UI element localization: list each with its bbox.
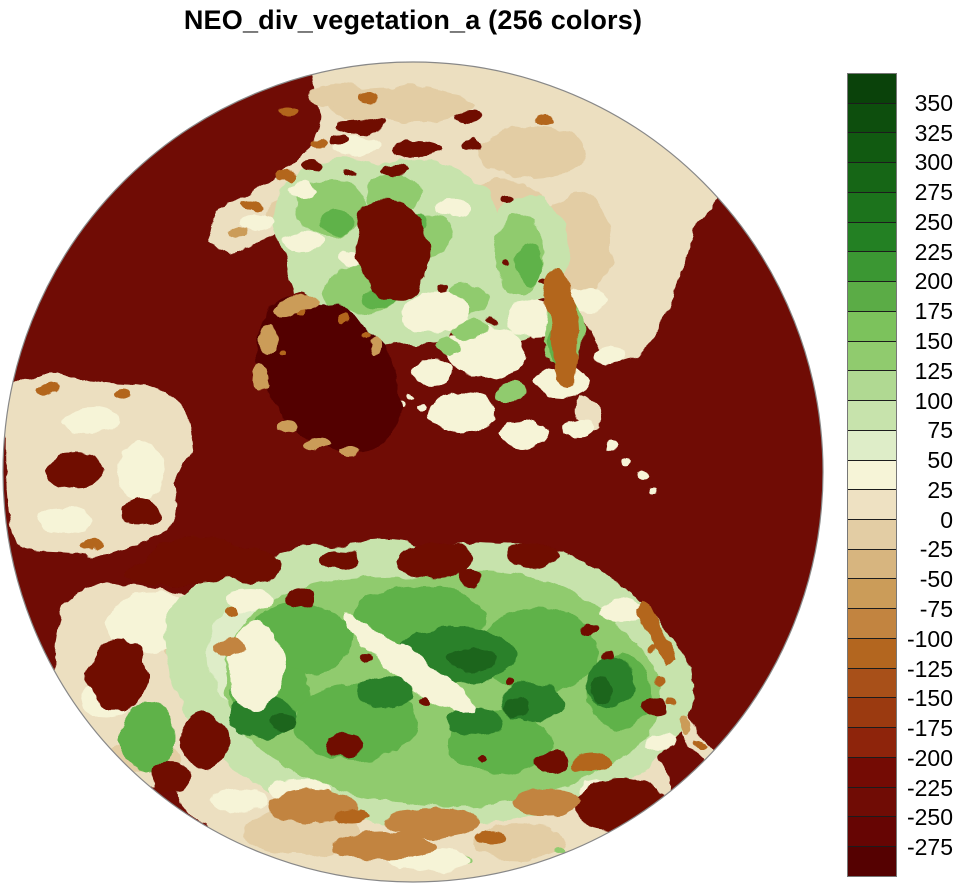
ocean-inlets (48, 111, 668, 834)
land-regions (5, 62, 738, 882)
colorbar-segment (848, 846, 896, 876)
colorbar-segment (848, 162, 896, 192)
colorbar-tick-label: 200 (914, 268, 953, 294)
colorbar-tick-label: 100 (914, 388, 953, 414)
colorbar-tick-label: -250 (906, 804, 953, 830)
colorbar-segment (848, 221, 896, 252)
colorbar-segment (848, 310, 896, 341)
coast-fringe-patches (228, 227, 690, 736)
colorbar-tick-label: -100 (906, 626, 953, 652)
colorbar-segment (848, 489, 896, 520)
colorbar-tick-label: -75 (919, 596, 953, 622)
colorbar-tick-label: -25 (919, 536, 953, 562)
colorbar-segment (848, 519, 896, 549)
colorbar-segment (848, 548, 896, 579)
colorbar-tick-label: 50 (927, 447, 953, 473)
colorbar-segment (848, 756, 896, 787)
colorbar-segment (848, 370, 896, 401)
brown-patches (37, 93, 706, 844)
colorbar-tick-label: 350 (914, 90, 953, 116)
map-clip-group (3, 62, 823, 882)
colorbar-segment (848, 132, 896, 163)
colorbar-tick-label: 275 (914, 179, 953, 205)
colorbar-tick-label: 300 (914, 149, 953, 175)
colorbar-tick-label: -225 (906, 775, 953, 801)
colorbar-tick-label: -175 (906, 715, 953, 741)
main-green-region (120, 540, 693, 828)
colorbar-tick-label: -275 (906, 834, 953, 860)
colorbar-segment (848, 251, 896, 282)
colorbar-tick-label: 0 (940, 507, 953, 533)
colorbar-tick-label: 25 (927, 477, 953, 503)
colorbar-segment (848, 102, 896, 133)
colorbar-segment (848, 400, 896, 430)
colorbar-segment (848, 340, 896, 371)
colorbar-tick-label: -125 (906, 656, 953, 682)
colorbar-segment (848, 578, 896, 609)
colorbar-tick-label: 75 (927, 417, 953, 443)
colorbar-segment (848, 816, 896, 847)
colorbar (847, 73, 897, 877)
colorbar-tick-label: 225 (914, 239, 953, 265)
colorbar-segment (848, 608, 896, 638)
colorbar-segment (848, 727, 896, 757)
colorbar-tick-label: 175 (914, 298, 953, 324)
greenland-region (257, 297, 401, 454)
colorbar-tick-label: -50 (919, 566, 953, 592)
colorbar-segment (848, 637, 896, 668)
colorbar-segment (848, 429, 896, 460)
colorbar-segment (848, 191, 896, 222)
colorbar-segment (848, 786, 896, 817)
colorbar-segment (848, 667, 896, 698)
figure-title: NEO_div_vegetation_a (256 colors) (183, 5, 643, 35)
colorbar-tick-labels: 350 325 300 275 250 225 200 175 150 125 … (900, 0, 953, 891)
colorbar-segment (848, 74, 896, 103)
colorbar-segment (848, 281, 896, 311)
colorbar-tick-label: 125 (914, 358, 953, 384)
colorbar-tick-label: -150 (906, 685, 953, 711)
colorbar-segment (848, 459, 896, 490)
colorbar-tick-label: 325 (914, 120, 953, 146)
map-outline (2, 61, 824, 883)
colorbar-tick-label: 150 (914, 328, 953, 354)
colorbar-tick-label: 250 (914, 209, 953, 235)
colorbar-tick-label: -200 (906, 745, 953, 771)
colorbar-segment (848, 697, 896, 728)
